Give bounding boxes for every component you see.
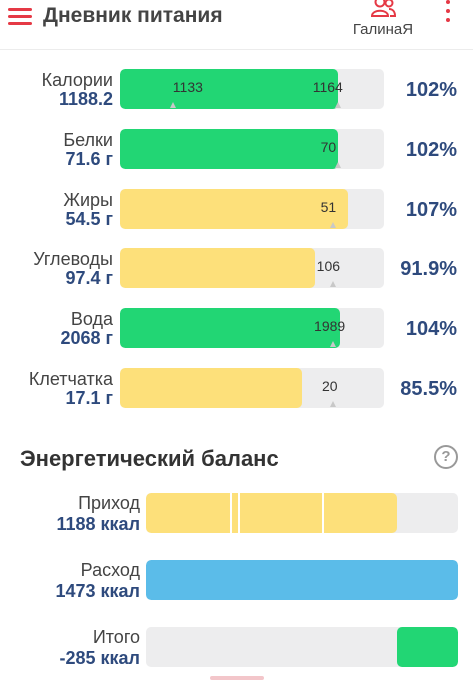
hamburger-menu-icon[interactable] <box>8 5 34 27</box>
nutrient-row[interactable]: Клетчатка 17.1 г 20 85.5% <box>0 368 473 414</box>
meal-divider <box>229 493 232 533</box>
norm-label: 1164 <box>312 79 343 95</box>
norm-marker <box>330 401 337 407</box>
nutrient-row[interactable]: Белки 71.6 г 70 102% <box>0 129 473 175</box>
nutrient-name: Калории <box>41 70 113 90</box>
norm-marker <box>330 222 337 228</box>
nutrient-name: Вода <box>70 309 113 329</box>
norm-marker <box>330 281 337 287</box>
balance-segment <box>146 493 397 533</box>
nutrient-value: 1188.2 <box>58 89 113 109</box>
user-profile-button[interactable]: ГалинаЯ <box>343 0 423 44</box>
nutrient-progress-bar: 1133 1164 <box>120 69 384 109</box>
nutrient-percent: 102% <box>405 79 457 101</box>
question-circle-icon[interactable]: ? <box>434 445 458 469</box>
balance-bar <box>146 627 458 667</box>
energy-balance-row[interactable]: Приход 1188 ккал <box>0 493 473 537</box>
nutrient-progress-fill <box>120 248 316 288</box>
nutrient-row[interactable]: Углеводы 97.4 г 106 91.9% <box>0 248 473 294</box>
balance-label: Приход <box>78 493 140 513</box>
balance-bar <box>146 560 458 600</box>
nutrient-name: Белки <box>63 130 113 150</box>
balance-value: -285 ккал <box>59 648 141 668</box>
norm-label: 1133 <box>172 79 203 95</box>
balance-label: Итого <box>92 627 140 647</box>
nutrient-name: Клетчатка <box>28 369 113 389</box>
energy-balance-row[interactable]: Расход 1473 ккал <box>0 560 473 604</box>
nutrient-row[interactable]: Жиры 54.5 г 51 107% <box>0 189 473 235</box>
nutrient-percent: 85.5% <box>400 378 457 400</box>
nutrient-progress-bar: 106 <box>120 248 384 288</box>
energy-balance-title: Энергетический баланс <box>20 446 279 471</box>
nutrient-value: 54.5 г <box>65 209 113 229</box>
nutrient-row[interactable]: Вода 2068 г 1989 104% <box>0 308 473 354</box>
norm-marker <box>169 102 176 108</box>
app-title: Дневник питания <box>43 4 223 27</box>
nutrient-progress-bar: 1989 <box>120 308 384 348</box>
meal-divider <box>238 493 241 533</box>
norm-label: 20 <box>321 378 338 394</box>
norm-label: 106 <box>316 258 341 274</box>
nutrient-progress-bar: 51 <box>120 189 384 229</box>
balance-segment <box>396 627 458 667</box>
nutrient-progress-fill <box>120 308 340 348</box>
user-name: ГалинаЯ <box>352 21 414 38</box>
nutrient-progress-fill <box>120 368 302 408</box>
nutrient-percent: 102% <box>405 139 457 161</box>
balance-label: Расход <box>80 560 140 580</box>
nutrient-progress-fill <box>120 189 349 229</box>
norm-marker <box>330 341 337 347</box>
balance-value: 1473 ккал <box>55 581 140 601</box>
scroll-indicator <box>210 676 264 680</box>
more-options-icon[interactable] <box>442 0 454 30</box>
balance-bar <box>146 493 458 533</box>
meal-divider <box>321 493 324 533</box>
nutrient-value: 71.6 г <box>65 149 113 169</box>
nutrient-progress-fill <box>120 129 338 169</box>
norm-marker <box>334 102 341 108</box>
nutrient-percent: 107% <box>405 199 457 221</box>
norm-label: 51 <box>320 199 337 215</box>
nutrient-value: 2068 г <box>60 328 113 348</box>
nutrient-name: Жиры <box>63 190 113 210</box>
nutrient-name: Углеводы <box>33 249 113 269</box>
nutrient-percent: 104% <box>405 318 457 340</box>
nutrient-percent: 91.9% <box>400 258 457 280</box>
nutrient-progress-bar: 70 <box>120 129 384 169</box>
balance-value: 1188 ккал <box>56 514 140 534</box>
app-header: Дневник питания ГалинаЯ <box>0 0 473 50</box>
norm-label: 70 <box>320 139 337 155</box>
nutrient-value: 97.4 г <box>65 268 113 288</box>
balance-segment <box>146 560 458 600</box>
nutrient-value: 17.1 г <box>65 388 113 408</box>
norm-marker <box>334 162 341 168</box>
nutrient-row[interactable]: Калории 1188.2 1133 1164 102% <box>0 69 473 115</box>
nutrient-progress-bar: 20 <box>120 368 384 408</box>
users-icon <box>370 0 397 17</box>
nutrient-progress-fill <box>120 69 338 109</box>
norm-label: 1989 <box>314 318 346 334</box>
energy-balance-row[interactable]: Итого -285 ккал <box>0 627 473 671</box>
